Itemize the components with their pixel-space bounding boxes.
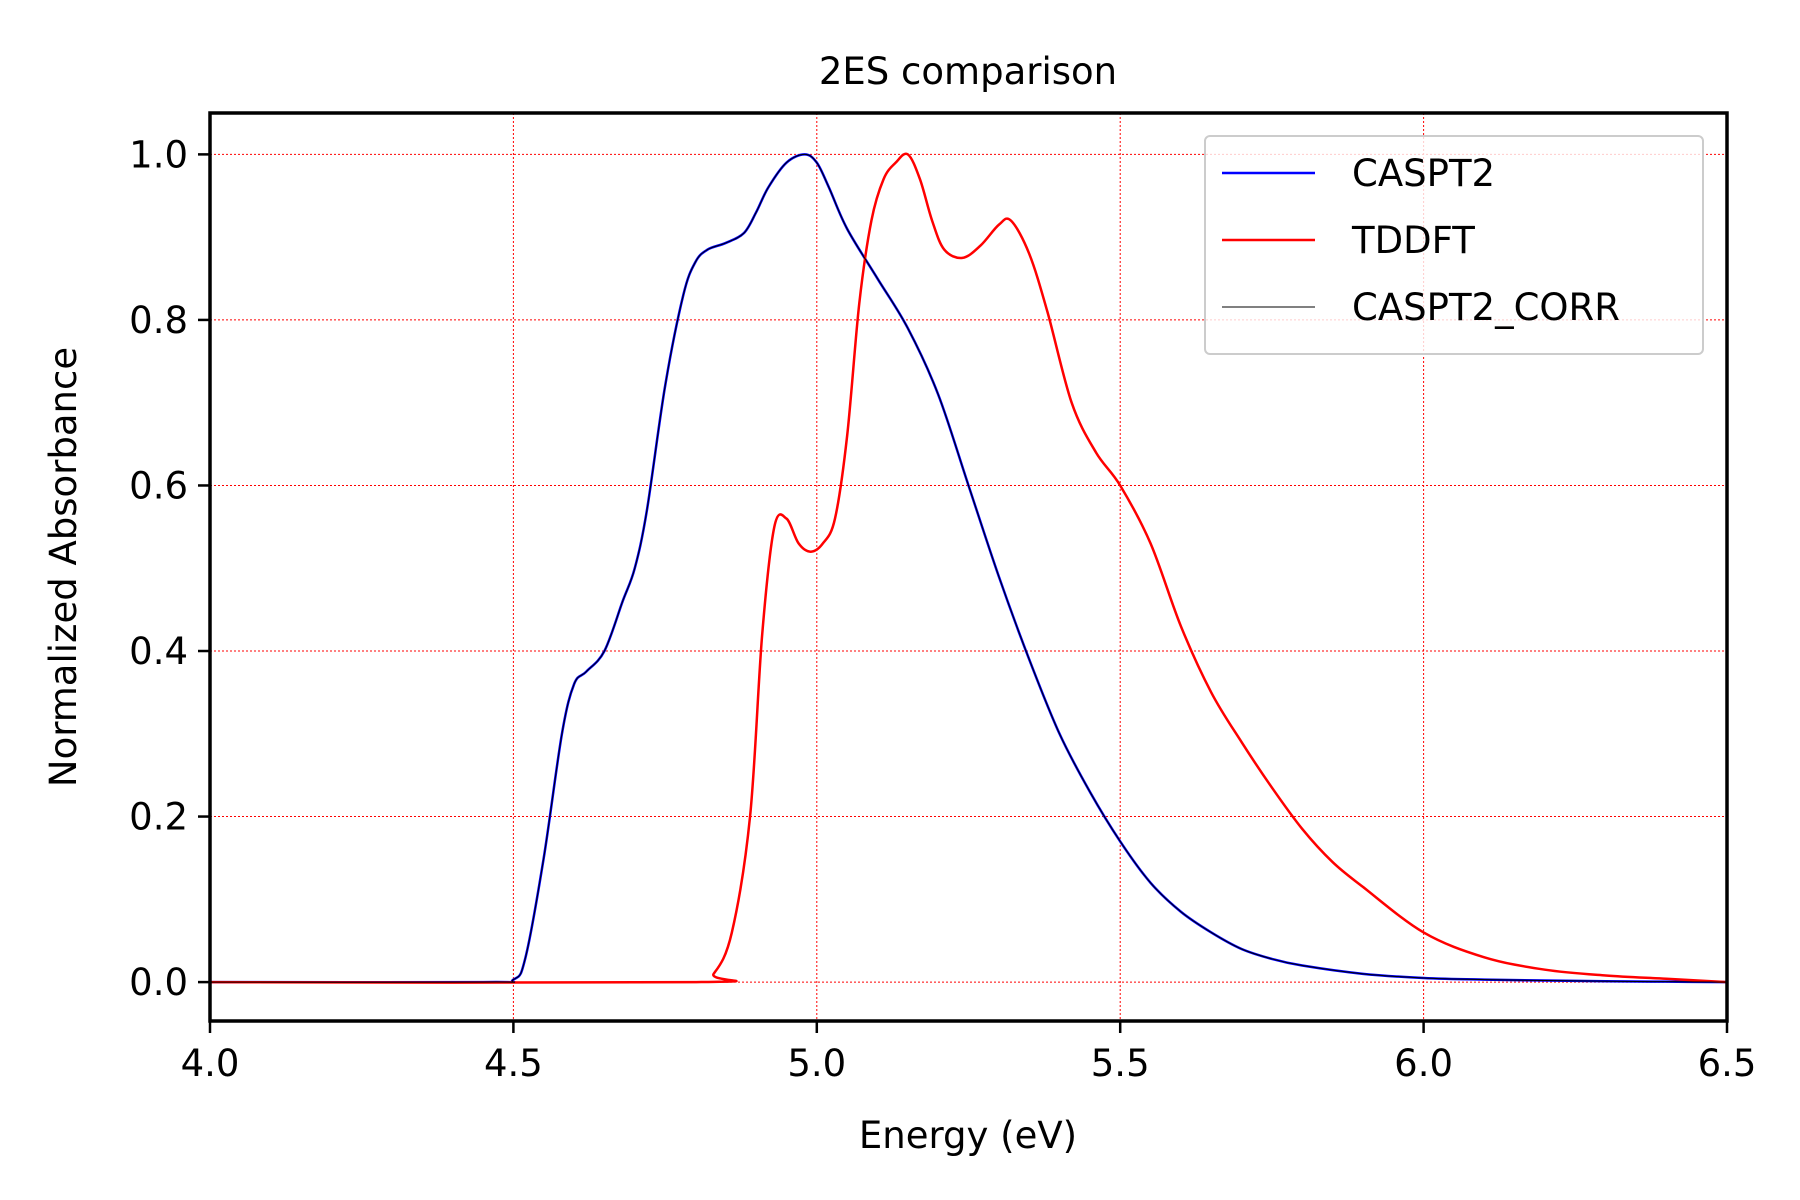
x-tick-label: 6.5 (1698, 1042, 1757, 1085)
y-tick-label: 0.2 (129, 796, 188, 839)
legend: CASPT2 TDDFT CASPT2_CORR (1204, 135, 1704, 355)
y-axis-label: Normalized Absorbance (42, 347, 85, 787)
y-tick-label: 0.8 (129, 299, 188, 342)
y-tick-label: 1.0 (129, 133, 188, 176)
x-axis-ticks: 4.0 4.5 5.0 5.5 6.0 6.5 (181, 1021, 1757, 1085)
x-tick-label: 6.0 (1394, 1042, 1453, 1085)
legend-label-tddft: TDDFT (1351, 219, 1475, 262)
series-line-tddft (209, 152, 1728, 984)
y-tick-label: 0.6 (129, 464, 188, 507)
x-tick-label: 4.0 (181, 1042, 240, 1085)
x-axis-label: Energy (eV) (859, 1114, 1077, 1157)
legend-label-caspt2: CASPT2 (1352, 152, 1495, 195)
x-tick-label: 5.0 (787, 1042, 846, 1085)
series-lines (209, 152, 1728, 984)
y-tick-label: 0.4 (129, 630, 188, 673)
series-line-caspt2-corr (209, 153, 1728, 983)
x-tick-label: 5.5 (1091, 1042, 1150, 1085)
legend-box (1204, 135, 1704, 355)
legend-label-caspt2-corr: CASPT2_CORR (1352, 286, 1620, 329)
y-axis-ticks: 0.0 0.2 0.4 0.6 0.8 1.0 (129, 133, 210, 1004)
x-tick-label: 4.5 (484, 1042, 543, 1085)
y-tick-label: 0.0 (129, 961, 188, 1004)
chart-title: 2ES comparison (819, 50, 1117, 93)
plot-frame (208, 111, 1729, 1023)
